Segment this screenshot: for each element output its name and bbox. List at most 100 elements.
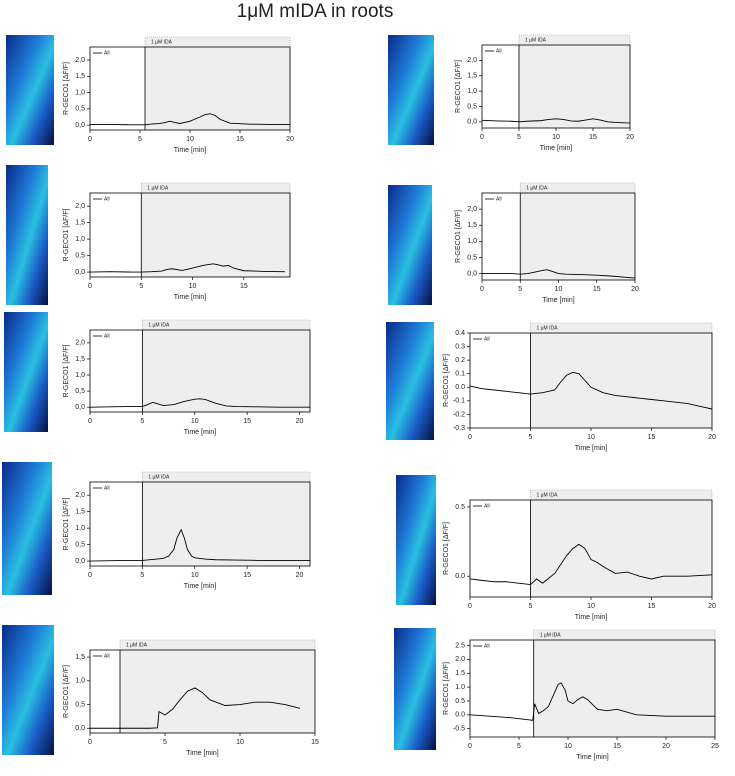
x-tick-label: 0 [468, 603, 472, 610]
y-tick-label: 0.0 [455, 384, 465, 391]
legend-label: All [484, 643, 490, 649]
x-tick-label: 15 [236, 136, 244, 143]
plot-frame [469, 639, 716, 738]
treatment-region [119, 639, 316, 734]
chart: 1 µM IDA 0.0 0.5 0 5 10 15 20 Time [min] R-GECO1 … [443, 489, 716, 621]
root-image [4, 312, 48, 432]
y-tick-label: -0.3 [453, 425, 465, 432]
x-tick-label: 5 [529, 434, 533, 441]
x-tick-label: 25 [711, 743, 719, 750]
y-tick-label: 0,0 [75, 269, 85, 276]
x-tick-label: 20 [296, 418, 304, 425]
data-line [469, 682, 715, 721]
y-tick-label: -0.2 [453, 411, 465, 418]
x-tick-label: 5 [139, 283, 143, 290]
x-axis-label: Time [min] [576, 754, 608, 761]
y-tick-label: 0.3 [455, 343, 465, 350]
annotation: 1 µM IDA [525, 37, 547, 43]
y-tick-label: 0,5 [75, 106, 85, 113]
annotation: 1 µM IDA [148, 474, 170, 480]
plot-frame [89, 192, 291, 278]
y-axis-label: R-GECO1 [ΔF/F] [63, 497, 70, 550]
y-tick-label: 0,5 [75, 701, 85, 708]
y-tick-label: 2.0 [455, 656, 465, 663]
y-tick-label: 1,5 [75, 356, 85, 363]
x-tick-label: 15 [243, 418, 251, 425]
annotation: 1 µM IDA [147, 185, 169, 191]
y-tick-label: 1,0 [467, 238, 477, 245]
y-tick-label: 1,5 [75, 219, 85, 226]
y-tick-label: -0.5 [453, 726, 465, 733]
x-axis-label: Time [min] [174, 294, 206, 301]
y-tick-label: 1,0 [75, 525, 85, 532]
chart: 1 µM IDA 0,0 0,5 1,0 1,5 2,0 0 5 10 15 Time [min] R… [63, 182, 291, 301]
treatment-region [140, 182, 291, 278]
data-line [469, 371, 713, 410]
x-tick-label: 5 [529, 603, 533, 610]
y-tick-label: 0,5 [467, 103, 477, 110]
annotation: 1 µM IDA [526, 185, 548, 191]
x-tick-label: 5 [140, 418, 144, 425]
y-tick-label: 2,0 [75, 492, 85, 499]
y-tick-label: 2,0 [467, 206, 477, 213]
x-tick-label: 15 [243, 572, 251, 579]
x-tick-label: 0 [468, 434, 472, 441]
treatment-region [144, 36, 291, 131]
x-tick-label: 0 [480, 286, 484, 293]
root-image [2, 462, 52, 595]
annotation: 1 µM IDA [537, 492, 559, 498]
chart: 1 µM IDA 0,0 0,5 1,0 1,5 2,0 0 5 10 15 20 Time [min… [63, 36, 294, 154]
plot-frame [89, 649, 316, 734]
x-tick-label: 0 [88, 418, 92, 425]
x-axis-label: Time [min] [186, 750, 218, 757]
legend-label: All [104, 50, 110, 56]
y-tick-label: 1,5 [467, 73, 477, 80]
legend-label: All [104, 485, 110, 491]
y-tick-label: 1,0 [75, 372, 85, 379]
y-axis-label: R-GECO1 [ΔF/F] [63, 344, 70, 397]
x-axis-label: Time [min] [174, 147, 206, 154]
y-tick-label: 0.2 [455, 357, 465, 364]
x-tick-label: 5 [140, 572, 144, 579]
chart: 1 µM IDA 0,0 0,5 1,0 1,5 0 5 10 15 Time [min] R-GE… [63, 639, 319, 757]
y-tick-label: 1,5 [467, 222, 477, 229]
y-tick-label: 0,0 [467, 119, 477, 126]
x-axis-label: Time [min] [184, 583, 216, 590]
treatment-region [530, 322, 713, 429]
x-tick-label: 15 [311, 739, 319, 746]
data-line [90, 687, 301, 729]
data-line [89, 263, 285, 273]
data-line [481, 118, 631, 124]
y-tick-label: 0.5 [455, 698, 465, 705]
x-tick-label: 20 [296, 572, 304, 579]
data-line [90, 113, 290, 126]
y-tick-label: 0,5 [467, 254, 477, 261]
x-tick-label: 10 [186, 136, 194, 143]
annotation: 1 µM IDA [148, 322, 170, 328]
y-tick-label: 1,0 [75, 678, 85, 685]
root-image [388, 35, 434, 145]
x-tick-label: 10 [191, 572, 199, 579]
legend-label: All [496, 48, 502, 54]
root-image [6, 165, 48, 305]
treatment-region [533, 629, 716, 738]
x-tick-label: 0 [468, 743, 472, 750]
x-tick-label: 10 [587, 434, 595, 441]
annotation: 1 µM IDA [537, 325, 559, 331]
y-tick-label: 0,0 [467, 270, 477, 277]
y-tick-label: 0.0 [455, 573, 465, 580]
y-tick-label: 0,0 [75, 558, 85, 565]
annotation: 1 µM IDA [151, 39, 173, 45]
data-line [89, 398, 310, 408]
annotation: 1 µM IDA [540, 632, 562, 638]
legend-label: All [496, 196, 502, 202]
root-image [386, 322, 434, 440]
y-tick-label: 0,5 [75, 252, 85, 259]
y-tick-label: 1.5 [455, 670, 465, 677]
root-images [2, 35, 436, 755]
legend-label: All [104, 333, 110, 339]
x-tick-label: 0 [88, 136, 92, 143]
y-tick-label: 0.1 [455, 371, 465, 378]
y-tick-label: 2.5 [455, 642, 465, 649]
